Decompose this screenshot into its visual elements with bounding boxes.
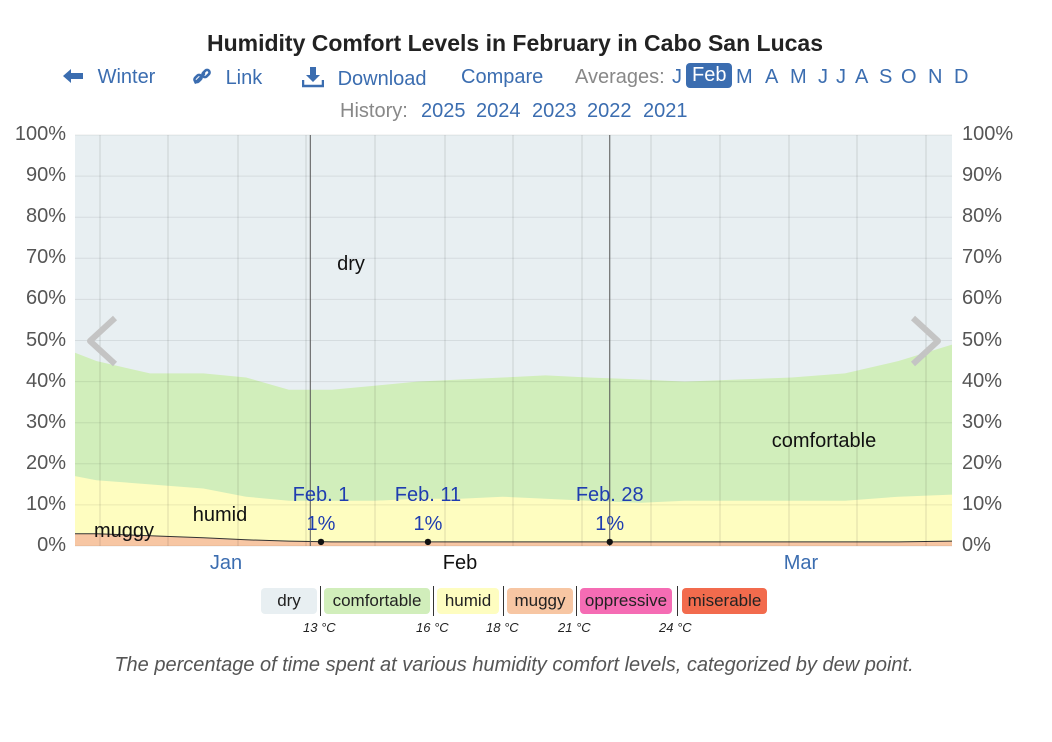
y-tick-label-right: 100%	[962, 123, 1014, 145]
chart-caption: The percentage of time spent at various …	[114, 654, 914, 676]
link-label: Link	[225, 67, 263, 89]
month-link[interactable]: M	[790, 66, 807, 88]
y-tick-label-right: 70%	[962, 246, 1003, 269]
month-link[interactable]: A	[765, 66, 779, 88]
legend: dry comfortable humid muggy oppressive m…	[0, 586, 1052, 646]
legend-divider	[503, 586, 504, 616]
y-tick-label-left: 90%	[25, 164, 66, 187]
y-tick-label-right: 10%	[962, 492, 1003, 515]
area-label-muggy: muggy	[94, 520, 154, 542]
y-tick-label-right: 90%	[962, 164, 1003, 187]
month-link[interactable]: M	[736, 66, 753, 88]
month-link[interactable]: J	[672, 66, 682, 88]
y-tick-label-left: 100%	[14, 123, 66, 145]
annotation-date: Feb. 11	[395, 484, 461, 506]
legend-dry: dry	[261, 588, 317, 614]
month-link[interactable]: N	[928, 66, 943, 88]
y-tick-label-right: 20%	[962, 451, 1003, 474]
month-link-selected[interactable]: Feb	[686, 63, 733, 88]
month-link[interactable]: J	[836, 66, 846, 88]
y-tick-label-right: 60%	[962, 287, 1003, 310]
y-tick-label-left: 50%	[25, 328, 66, 351]
history-year-link[interactable]: 2022	[587, 100, 632, 122]
legend-threshold: 13 °C	[303, 620, 336, 635]
muggy-area	[75, 533, 952, 546]
legend-muggy: muggy	[507, 588, 573, 614]
legend-threshold: 16 °C	[416, 620, 449, 635]
month-link[interactable]: O	[901, 66, 917, 88]
chart-title: Humidity Comfort Levels in February in C…	[206, 30, 823, 56]
legend-divider	[320, 586, 321, 616]
y-tick-label-left: 30%	[25, 410, 66, 433]
month-link[interactable]: A	[855, 66, 869, 88]
legend-threshold: 18 °C	[486, 620, 519, 635]
legend-miserable: miserable	[682, 588, 767, 614]
compare-link[interactable]: Compare	[461, 66, 544, 88]
arrow-left-icon	[63, 69, 83, 83]
x-month-label: Jan	[210, 552, 242, 574]
y-tick-label-right: 50%	[962, 328, 1003, 351]
chevron-right-icon[interactable]	[910, 315, 941, 367]
humidity-area-chart: dry comfortable humid muggy Feb. 1 1% Feb. 11 1…	[75, 134, 953, 574]
legend-divider	[576, 586, 577, 616]
humid-area	[75, 476, 952, 546]
download-link[interactable]: Download	[301, 66, 427, 91]
y-tick-label-left: 20%	[25, 451, 66, 474]
y-tick-label-left: 0%	[37, 534, 66, 556]
area-label-dry: dry	[337, 253, 365, 275]
y-tick-label-left: 60%	[25, 287, 66, 310]
chevron-left-icon[interactable]	[87, 315, 118, 367]
x-month-label: Feb	[443, 552, 477, 574]
winter-link[interactable]: Winter	[62, 66, 155, 89]
legend-humid: humid	[437, 588, 499, 614]
nav-bar: Winter Link Download Compare Averages: J…	[0, 63, 1052, 94]
history-year-link[interactable]: 2023	[532, 100, 577, 122]
download-label: Download	[337, 68, 427, 90]
annotation-value: 1%	[307, 513, 336, 535]
y-tick-label-right: 0%	[962, 534, 991, 556]
legend-threshold: 21 °C	[558, 620, 591, 635]
area-label-humid: humid	[193, 504, 247, 526]
y-tick-label-left: 40%	[25, 369, 66, 392]
y-tick-label-right: 30%	[962, 410, 1003, 433]
history-year-link[interactable]: 2021	[643, 100, 688, 122]
y-tick-label-right: 80%	[962, 205, 1003, 228]
y-tick-label-left: 70%	[25, 246, 66, 269]
history-bar: History: 2025 2024 2023 2022 2021	[0, 100, 1052, 126]
x-month-label: Mar	[784, 552, 819, 574]
legend-comfortable: comfortable	[324, 588, 430, 614]
annotation-date: Feb. 1	[293, 484, 350, 506]
annotation-value: 1%	[413, 513, 442, 535]
history-label: History:	[340, 100, 408, 122]
history-year-link[interactable]: 2024	[476, 100, 521, 122]
annotation-dot	[606, 538, 613, 546]
annotation-date: Feb. 28	[576, 484, 644, 506]
legend-divider	[433, 586, 434, 616]
comfortable-area	[75, 344, 952, 546]
legend-oppressive: oppressive	[580, 588, 672, 614]
download-icon	[301, 67, 325, 88]
month-link[interactable]: J	[818, 66, 828, 88]
history-year-link[interactable]: 2025	[421, 100, 466, 122]
month-link[interactable]: S	[879, 66, 893, 88]
annotation-value: 1%	[595, 513, 624, 535]
legend-threshold: 24 °C	[659, 620, 692, 635]
y-tick-label-right: 40%	[962, 369, 1003, 392]
link-link[interactable]: Link	[192, 66, 262, 90]
annotation-dot	[317, 538, 325, 546]
winter-label: Winter	[97, 66, 156, 88]
area-label-comfortable: comfortable	[772, 430, 877, 452]
y-tick-label-left: 10%	[25, 492, 66, 515]
month-link[interactable]: D	[954, 66, 969, 88]
muggy-series-line	[75, 533, 953, 543]
legend-divider	[677, 586, 678, 616]
y-tick-label-left: 80%	[25, 205, 66, 228]
link-icon	[193, 68, 211, 84]
averages-label: Averages:	[575, 66, 665, 88]
annotation-dot	[424, 538, 432, 546]
